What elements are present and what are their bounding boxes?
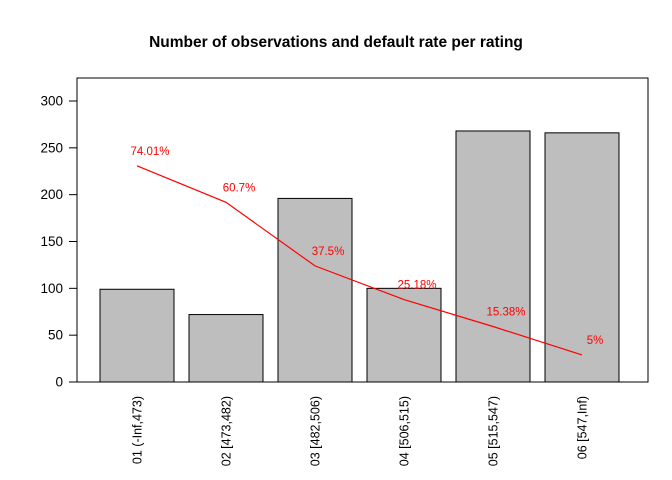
y-axis-tick-label: 150 [40, 234, 63, 249]
x-axis-label: 06 [547,Inf) [576, 396, 590, 459]
x-axis-label: 05 [515,547) [487, 396, 501, 466]
default-rate-label: 60.7% [223, 182, 256, 194]
y-axis-tick-label: 200 [40, 187, 63, 202]
x-axis-label: 04 [506,515) [398, 396, 412, 466]
bar [99, 288, 175, 383]
default-rate-label: 15.38% [486, 306, 525, 318]
bar [366, 287, 442, 383]
default-rate-label: 25.18% [397, 280, 436, 292]
default-rate-line [136, 165, 583, 356]
bar [455, 130, 531, 383]
default-rate-label: 37.5% [312, 246, 345, 258]
plot-box [76, 77, 649, 383]
default-rate-label: 74.01% [130, 146, 169, 158]
y-axis-tick-label: 300 [40, 94, 63, 109]
x-axis-label: 03 [482,506) [309, 396, 323, 466]
chart-title: Number of observations and default rate … [149, 34, 523, 51]
x-axis-label: 01 (-Inf,473) [131, 396, 145, 464]
default-rate-label: 5% [587, 335, 604, 347]
x-axis-label: 02 [473,482) [220, 396, 234, 466]
bar [188, 314, 264, 383]
bar [544, 132, 620, 383]
y-axis-tick-label: 50 [48, 328, 63, 343]
y-axis-tick-label: 0 [55, 375, 63, 390]
bar [277, 197, 353, 383]
y-axis-tick-label: 100 [40, 281, 63, 296]
plot-layer: 0 50 100 150 200 250 300 01 (-Inf,473) 02 [473,4… [40, 77, 649, 466]
y-axis-tick-label: 250 [40, 140, 63, 155]
